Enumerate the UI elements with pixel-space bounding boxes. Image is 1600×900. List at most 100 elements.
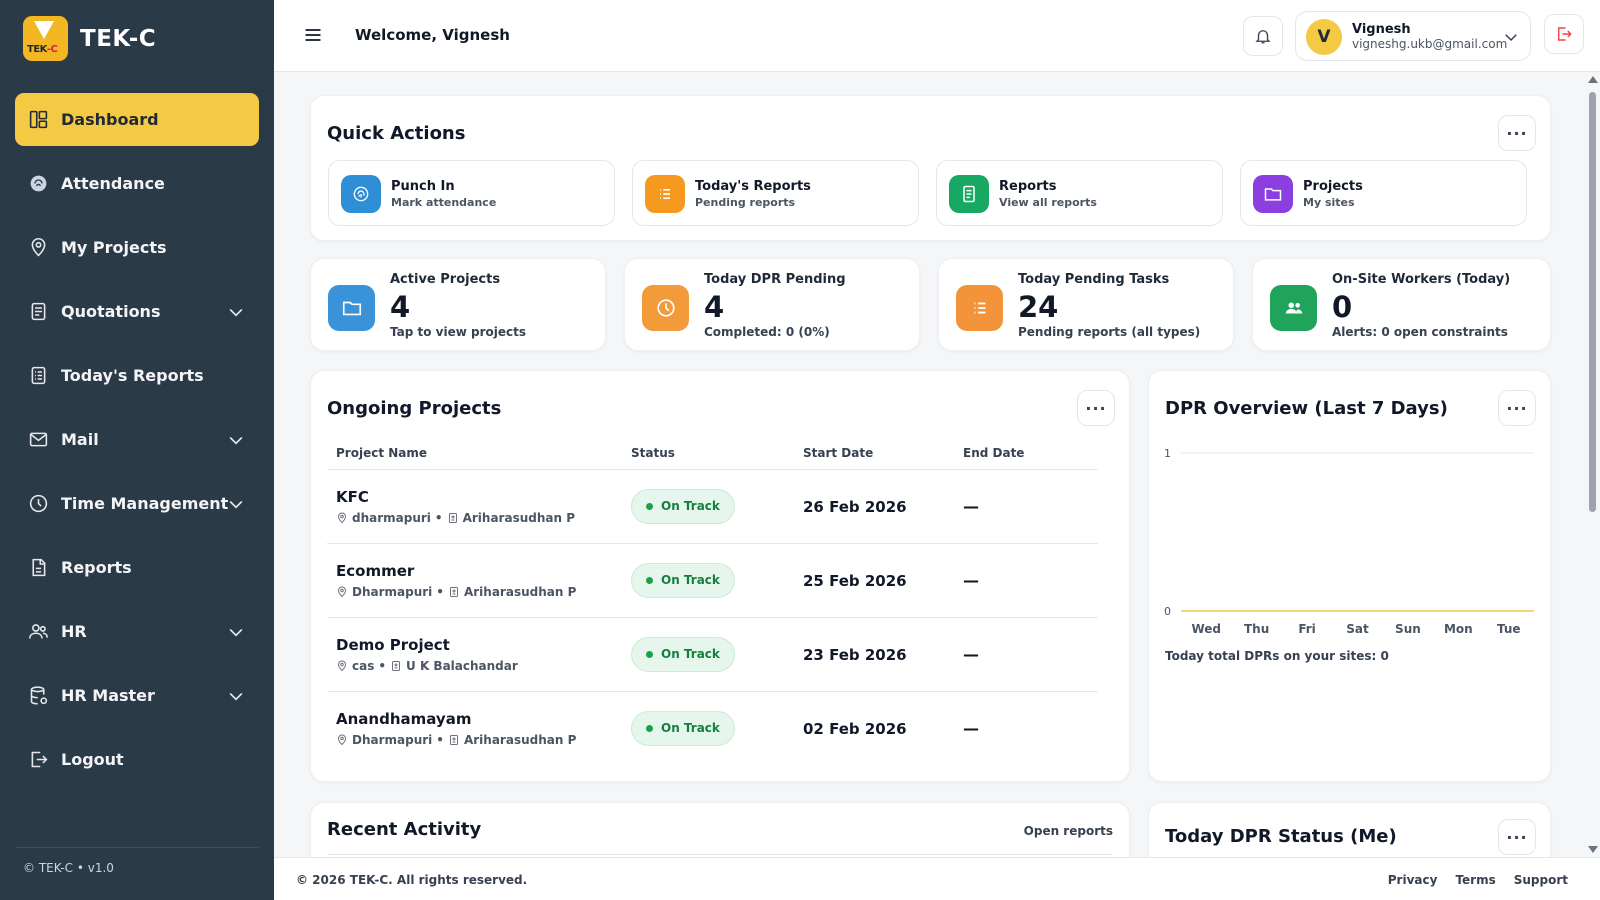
quick-action-title: Punch In xyxy=(391,179,455,194)
id-badge-icon xyxy=(449,586,458,597)
project-cell: Anandhamayam Dharmapuri • Ariharasudhan … xyxy=(327,691,622,765)
users-icon xyxy=(27,621,49,643)
sidebar-item-mail[interactable]: Mail xyxy=(15,413,259,466)
stat-value: 4 xyxy=(704,290,725,324)
quick-actions-more-button[interactable]: ··· xyxy=(1498,115,1536,151)
table-row[interactable]: KFC dharmapuri • Ariharasudhan P On Trac… xyxy=(327,469,1098,544)
header-logout-button[interactable] xyxy=(1544,14,1584,54)
sidebar-item-time-management[interactable]: Time Management xyxy=(15,477,259,530)
stat-card-active-projects[interactable]: Active Projects 4 Tap to view projects xyxy=(310,258,606,351)
quick-actions-card: Quick Actions ··· Punch In Mark attendan… xyxy=(310,95,1551,241)
quick-action-subtitle: View all reports xyxy=(999,196,1097,209)
quick-action-subtitle: My sites xyxy=(1303,196,1355,209)
sidebar-item-todays-reports[interactable]: Today's Reports xyxy=(15,349,259,402)
start-date-cell: 25 Feb 2026 xyxy=(794,543,954,618)
dpr-status-more-button[interactable]: ··· xyxy=(1498,819,1536,855)
stat-value: 4 xyxy=(390,290,411,324)
brand[interactable]: TEK-C TEK-C xyxy=(23,16,156,61)
table-row[interactable]: Demo Project cas • U K Balachandar On Tr… xyxy=(327,617,1098,692)
project-name[interactable]: Demo Project xyxy=(336,635,450,654)
sidebar-item-reports[interactable]: Reports xyxy=(15,541,259,594)
quick-action-projects[interactable]: Projects My sites xyxy=(1240,160,1527,226)
sidebar-item-quotations[interactable]: Quotations xyxy=(15,285,259,338)
page-scrollbar[interactable] xyxy=(1586,72,1600,857)
more-dots-icon: ··· xyxy=(1506,123,1528,143)
scroll-thumb[interactable] xyxy=(1589,92,1596,512)
stat-subtext: Pending reports (all types) xyxy=(1018,325,1201,339)
column-header: Status xyxy=(622,437,794,470)
quick-action-subtitle: Mark attendance xyxy=(391,196,497,209)
project-meta: cas • U K Balachandar xyxy=(336,659,622,673)
open-reports-link[interactable]: Open reports xyxy=(1023,824,1113,838)
footer-link-privacy[interactable]: Privacy xyxy=(1387,873,1438,887)
ongoing-projects-more-button[interactable]: ··· xyxy=(1077,390,1115,426)
user-menu[interactable]: V Vignesh vigneshg.ukb@gmail.com xyxy=(1295,11,1531,61)
project-name[interactable]: KFC xyxy=(336,487,369,506)
sidebar-item-hr-master[interactable]: HR Master xyxy=(15,669,259,722)
sidebar-item-label: Quotations xyxy=(61,302,161,321)
document-icon xyxy=(27,301,49,323)
start-date-cell: 26 Feb 2026 xyxy=(794,469,954,544)
stat-card-onsite-workers[interactable]: On-Site Workers (Today) 0 Alerts: 0 open… xyxy=(1252,258,1551,351)
sidebar-item-logout[interactable]: Logout xyxy=(15,733,259,786)
status-badge: On Track xyxy=(631,710,735,746)
x-tick-label: Mon xyxy=(1444,622,1473,636)
location-pin-icon xyxy=(337,734,347,745)
chevron-down-icon[interactable] xyxy=(226,302,246,322)
location-pin-icon xyxy=(27,237,49,259)
status-cell: On Track xyxy=(622,617,794,692)
sidebar-item-label: Time Management xyxy=(61,494,229,513)
more-dots-icon: ··· xyxy=(1506,398,1528,418)
footer-copyright: © 2026 TEK-C. All rights reserved. xyxy=(296,873,528,887)
quick-action-reports[interactable]: Reports View all reports xyxy=(936,160,1223,226)
sidebar-item-label: Today's Reports xyxy=(61,366,204,385)
sidebar-item-my-projects[interactable]: My Projects xyxy=(15,221,259,274)
scroll-down-arrow-icon[interactable] xyxy=(1588,846,1598,853)
sidebar-item-dashboard[interactable]: Dashboard xyxy=(15,93,259,146)
stat-value: 0 xyxy=(1332,290,1353,324)
chevron-down-icon[interactable] xyxy=(226,686,246,706)
footer-link-terms[interactable]: Terms xyxy=(1455,873,1496,887)
sidebar-nav: Dashboard Attendance My Projects Quotati… xyxy=(15,93,259,797)
stat-card-pending-tasks[interactable]: Today Pending Tasks 24 Pending reports (… xyxy=(938,258,1234,351)
chevron-down-icon[interactable] xyxy=(226,622,246,642)
project-location: Dharmapuri xyxy=(352,732,433,747)
end-date-cell: — xyxy=(954,543,1098,618)
footer-link-support[interactable]: Support xyxy=(1513,873,1568,887)
separator: • xyxy=(378,658,387,673)
sidebar-item-label: My Projects xyxy=(61,238,167,257)
column-header: Project Name xyxy=(327,437,622,470)
file-icon xyxy=(27,557,49,579)
project-name[interactable]: Ecommer xyxy=(336,561,415,580)
quick-action-punch-in[interactable]: Punch In Mark attendance xyxy=(328,160,615,226)
sidebar: TEK-C TEK-C Dashboard Attendance My Proj… xyxy=(0,0,274,900)
x-tick-label: Sat xyxy=(1346,622,1369,636)
scroll-up-arrow-icon[interactable] xyxy=(1588,76,1598,83)
separator: • xyxy=(436,732,444,747)
project-location: cas xyxy=(352,658,375,673)
table-row[interactable]: Anandhamayam Dharmapuri • Ariharasudhan … xyxy=(327,691,1098,765)
project-cell: Ecommer Dharmapuri • Ariharasudhan P xyxy=(327,543,622,618)
sidebar-item-attendance[interactable]: Attendance xyxy=(15,157,259,210)
table-row[interactable]: Ecommer Dharmapuri • Ariharasudhan P On … xyxy=(327,543,1098,618)
notifications-button[interactable] xyxy=(1243,16,1283,56)
status-cell: On Track xyxy=(622,691,794,765)
separator: • xyxy=(434,510,443,525)
ongoing-projects-card: Ongoing Projects ··· Project Name Status… xyxy=(310,370,1130,782)
folder-icon xyxy=(328,285,375,331)
project-name[interactable]: Anandhamayam xyxy=(336,709,472,728)
dpr-overview-more-button[interactable]: ··· xyxy=(1498,390,1536,426)
stat-card-dpr-pending[interactable]: Today DPR Pending 4 Completed: 0 (0%) xyxy=(624,258,920,351)
sidebar-item-hr[interactable]: HR xyxy=(15,605,259,658)
project-meta: Dharmapuri • Ariharasudhan P xyxy=(336,733,622,747)
table-header-row: Project Name Status Start Date End Date xyxy=(327,437,1098,470)
avatar: V xyxy=(1306,19,1342,55)
hamburger-menu-icon[interactable] xyxy=(303,25,323,45)
project-manager: U K Balachandar xyxy=(406,658,518,673)
stat-subtext: Completed: 0 (0%) xyxy=(704,325,830,339)
quick-action-todays-reports[interactable]: Today's Reports Pending reports xyxy=(632,160,919,226)
list-icon xyxy=(645,175,685,213)
project-manager: Ariharasudhan P xyxy=(463,584,577,599)
chevron-down-icon[interactable] xyxy=(226,494,246,514)
chevron-down-icon[interactable] xyxy=(226,430,246,450)
